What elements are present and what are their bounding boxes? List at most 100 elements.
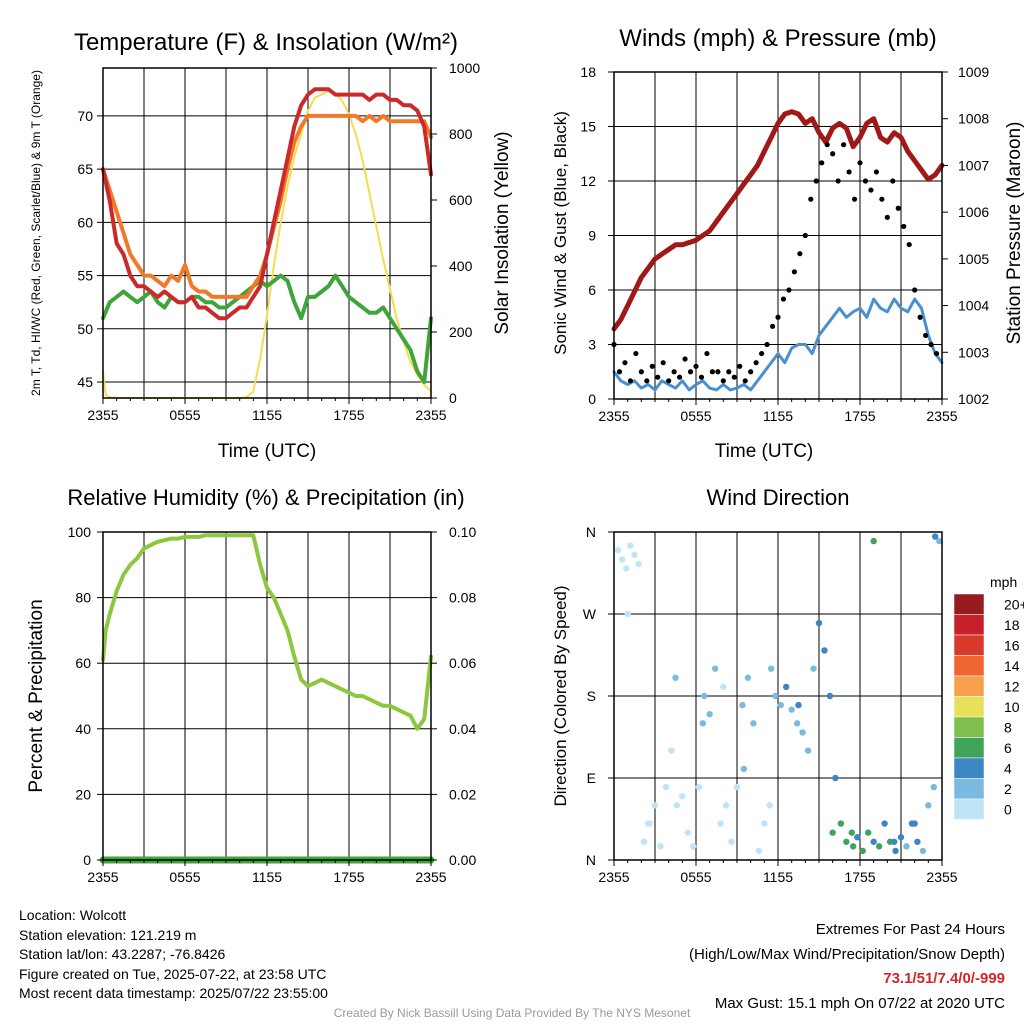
y-tick-label: 55 [77, 268, 93, 284]
y-tick-label: 100 [68, 524, 92, 540]
gust-point [649, 363, 655, 369]
gust-point [933, 350, 940, 357]
y2-tick-label: 1002 [958, 391, 989, 407]
direction-point [848, 829, 855, 836]
x-tick-label: 1155 [763, 869, 793, 885]
temperature-ticks: 2355 0555 1155 1755 2355 45 50 55 60 65 70 0 200 400 6… [77, 60, 480, 423]
meteogram-figure: Temperature (F) & Insolation (W/m²) 2355… [26, 25, 1024, 885]
x-tick-label: 2355 [87, 869, 118, 885]
direction-point [870, 838, 877, 845]
gust-point [901, 223, 907, 230]
winds-series [611, 109, 945, 392]
x-tick-label: 2355 [598, 408, 629, 424]
legend-label: 8 [1004, 719, 1012, 735]
gust-point [698, 374, 705, 380]
gust-point [879, 196, 885, 202]
wind-direction-points [614, 533, 943, 855]
gust-point [780, 296, 787, 302]
y2-tick-label: 1006 [958, 204, 989, 220]
extremes-values: 73.1/51/7.4/0/-999 [883, 970, 1005, 987]
y2-tick-label: 0.08 [449, 590, 476, 606]
gust-point [655, 374, 661, 380]
y-tick-label: 70 [77, 108, 93, 124]
direction-point [919, 847, 927, 855]
direction-point [722, 802, 730, 809]
gust-point [830, 151, 836, 157]
direction-point [930, 783, 937, 791]
extremes-legend: (High/Low/Max Wind/Precipitation/Snow De… [689, 945, 1005, 963]
direction-point [624, 610, 631, 618]
direction-point [627, 542, 634, 549]
winds-title: Winds (mph) & Pressure (mb) [619, 25, 936, 52]
gust-point [726, 369, 732, 375]
temperature-title: Temperature (F) & Insolation (W/m²) [74, 29, 458, 56]
direction-point [890, 838, 898, 845]
legend-label: 10 [1004, 699, 1020, 715]
y2-tick-label: 0.04 [449, 721, 476, 737]
y2-tick-label: 1008 [958, 111, 989, 127]
gust-point [622, 360, 628, 366]
gust-point [851, 196, 858, 202]
legend-swatch [953, 716, 985, 738]
y-tick-label: 65 [77, 161, 93, 177]
legend-label: 14 [1004, 658, 1020, 674]
y2-tick-label: 1000 [449, 60, 480, 76]
direction-point [761, 820, 768, 827]
x-tick-label: 1755 [844, 408, 875, 424]
humidity-line [101, 533, 433, 731]
temperature-grid [103, 68, 431, 398]
gust-point [835, 178, 841, 184]
legend-label: 6 [1004, 740, 1012, 756]
x-tick-label: 1755 [844, 869, 875, 885]
legend-swatch [953, 798, 985, 820]
direction-point [870, 537, 877, 545]
x-tick-label: 2355 [415, 869, 446, 885]
legend-swatch [953, 593, 985, 615]
gust-point [841, 142, 847, 148]
x-tick-label: 1155 [763, 408, 793, 424]
direction-point [881, 820, 888, 827]
extremes-info: Extremes For Past 24 Hours (High/Low/Max… [689, 918, 1005, 1016]
gust-point [868, 187, 874, 193]
gust-point [753, 360, 759, 366]
direction-point [788, 706, 795, 713]
temperature-ylabel: 2m T, Td, HI/WC (Red, Green, Scarlet/Blu… [29, 70, 43, 396]
legend-label: 12 [1004, 678, 1020, 694]
gust-point [819, 160, 825, 166]
x-tick-label: 1755 [333, 407, 364, 423]
gust-point [660, 360, 666, 366]
y-tick-label: 18 [580, 64, 596, 80]
y-tick-label: 80 [75, 590, 91, 606]
direction-point [619, 556, 626, 563]
direction-point [865, 829, 872, 836]
x-tick-label: 0555 [680, 408, 711, 424]
gust-point [802, 232, 808, 239]
y2-tick-label: 600 [449, 192, 473, 208]
direction-point [662, 783, 670, 791]
direction-point [695, 783, 702, 791]
gust-point [693, 363, 699, 369]
legend-swatch [953, 655, 985, 677]
gust-point [906, 241, 912, 248]
gust-point [687, 369, 694, 375]
credit-text: Created By Nick Bassill Using Data Provi… [333, 1006, 691, 1020]
gust-point [786, 287, 792, 293]
direction-point [837, 820, 845, 827]
wind-direction-ylabel: Direction (Colored By Speed) [551, 585, 570, 806]
y-tick-label: 50 [77, 321, 93, 337]
x-tick-label: 0555 [680, 869, 711, 885]
gust-point [813, 178, 819, 184]
gust-point [633, 350, 639, 357]
gust-point [862, 178, 869, 184]
legend-label: 4 [1004, 760, 1012, 776]
direction-point [614, 547, 622, 554]
legend-label: 18 [1004, 617, 1020, 633]
y2-tick-label: 1009 [958, 64, 989, 80]
y-tick-label: 0 [588, 391, 596, 407]
y-tick-label: 0 [83, 852, 91, 868]
direction-point [766, 802, 773, 809]
x-tick-label: 1155 [252, 407, 282, 423]
y-tick-label: 60 [77, 214, 93, 230]
direction-point [733, 783, 741, 791]
y2-tick-label: 1004 [958, 298, 989, 314]
